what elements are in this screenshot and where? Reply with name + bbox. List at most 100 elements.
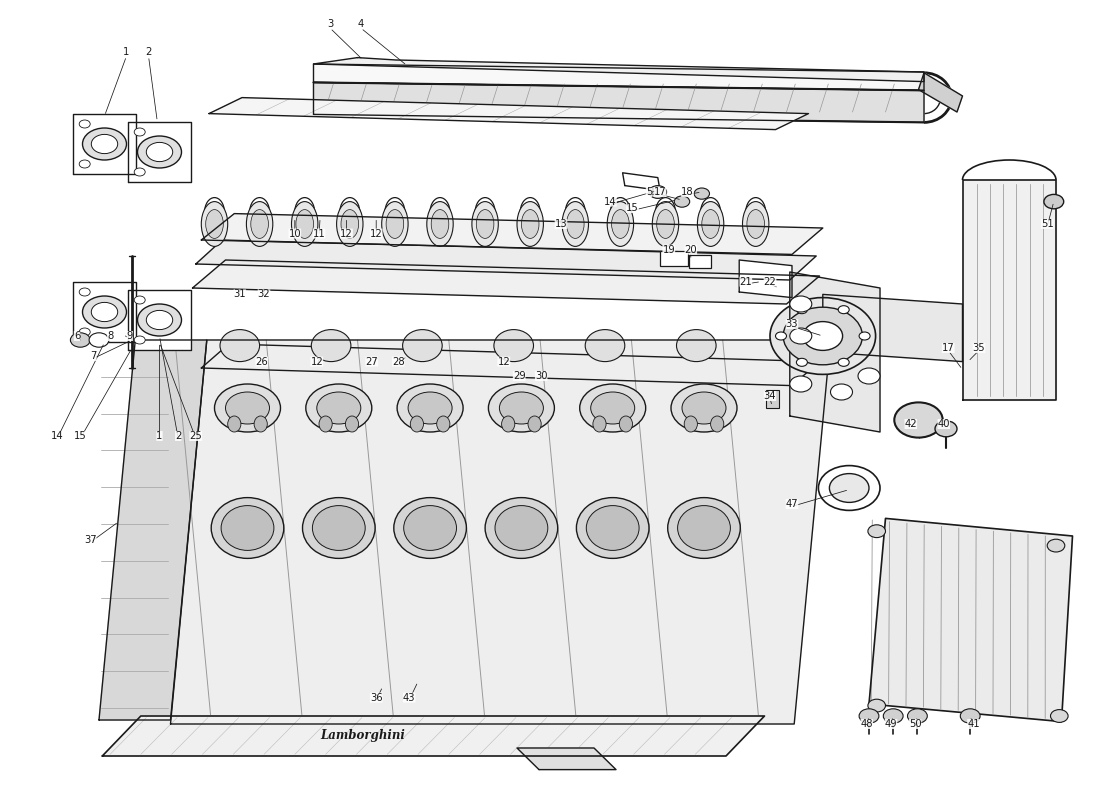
Circle shape xyxy=(1044,194,1064,209)
Polygon shape xyxy=(99,340,207,720)
Polygon shape xyxy=(790,272,880,432)
Text: 13: 13 xyxy=(554,219,568,229)
Circle shape xyxy=(796,358,807,366)
Text: 35: 35 xyxy=(972,343,986,353)
Circle shape xyxy=(134,128,145,136)
Text: 37: 37 xyxy=(84,535,97,545)
Ellipse shape xyxy=(668,498,740,558)
Polygon shape xyxy=(869,518,1072,722)
Ellipse shape xyxy=(221,506,274,550)
Polygon shape xyxy=(623,173,660,190)
Text: 12: 12 xyxy=(340,229,353,238)
Text: 1: 1 xyxy=(156,431,163,441)
Ellipse shape xyxy=(211,498,284,558)
Text: 4: 4 xyxy=(358,19,364,29)
Text: 34: 34 xyxy=(763,391,777,401)
Circle shape xyxy=(790,328,812,344)
Polygon shape xyxy=(170,340,830,724)
Text: 20: 20 xyxy=(684,245,697,254)
Circle shape xyxy=(830,384,852,400)
Circle shape xyxy=(134,168,145,176)
Text: 2: 2 xyxy=(175,431,182,441)
Circle shape xyxy=(79,328,90,336)
Ellipse shape xyxy=(702,210,719,238)
Text: 14: 14 xyxy=(51,431,64,441)
Text: 12: 12 xyxy=(310,357,323,366)
Ellipse shape xyxy=(319,416,332,432)
Ellipse shape xyxy=(410,416,424,432)
Ellipse shape xyxy=(382,202,408,246)
Ellipse shape xyxy=(408,392,452,424)
Text: eurospares: eurospares xyxy=(144,329,340,391)
Ellipse shape xyxy=(311,330,351,362)
Circle shape xyxy=(146,142,173,162)
Text: Lamborghini: Lamborghini xyxy=(320,730,406,742)
Ellipse shape xyxy=(404,506,456,550)
Text: 36: 36 xyxy=(370,693,383,702)
Ellipse shape xyxy=(580,384,646,432)
Text: 50: 50 xyxy=(909,719,922,729)
Polygon shape xyxy=(962,180,1056,400)
Text: 41: 41 xyxy=(967,719,980,729)
Ellipse shape xyxy=(528,416,541,432)
Polygon shape xyxy=(128,122,191,182)
Polygon shape xyxy=(196,240,816,280)
Text: 32: 32 xyxy=(257,290,271,299)
Text: 7: 7 xyxy=(90,351,97,361)
Ellipse shape xyxy=(254,416,267,432)
Polygon shape xyxy=(73,114,136,174)
Circle shape xyxy=(770,298,876,374)
Circle shape xyxy=(868,699,886,712)
Ellipse shape xyxy=(394,498,466,558)
Ellipse shape xyxy=(214,384,280,432)
Circle shape xyxy=(935,421,957,437)
Text: 9: 9 xyxy=(126,331,133,341)
Text: 12: 12 xyxy=(370,229,383,238)
Ellipse shape xyxy=(206,210,223,238)
Circle shape xyxy=(960,709,980,723)
Text: 51: 51 xyxy=(1041,219,1054,229)
Ellipse shape xyxy=(676,330,716,362)
Ellipse shape xyxy=(517,202,543,246)
Ellipse shape xyxy=(607,202,634,246)
Circle shape xyxy=(894,402,943,438)
Circle shape xyxy=(776,332,786,340)
Ellipse shape xyxy=(585,330,625,362)
Text: 15: 15 xyxy=(626,203,639,213)
Circle shape xyxy=(1050,710,1068,722)
Polygon shape xyxy=(517,748,616,770)
Ellipse shape xyxy=(593,416,606,432)
Polygon shape xyxy=(201,214,823,254)
Circle shape xyxy=(838,306,849,314)
Ellipse shape xyxy=(292,202,318,246)
Circle shape xyxy=(1047,539,1065,552)
Ellipse shape xyxy=(502,416,515,432)
Ellipse shape xyxy=(246,202,273,246)
Ellipse shape xyxy=(403,330,442,362)
Circle shape xyxy=(908,709,927,723)
Ellipse shape xyxy=(312,506,365,550)
Polygon shape xyxy=(918,73,962,112)
Circle shape xyxy=(838,358,849,366)
Circle shape xyxy=(138,136,182,168)
Text: 10: 10 xyxy=(288,229,301,238)
Circle shape xyxy=(91,134,118,154)
Circle shape xyxy=(134,336,145,344)
Circle shape xyxy=(91,302,118,322)
Circle shape xyxy=(783,307,862,365)
Circle shape xyxy=(82,296,126,328)
Text: 28: 28 xyxy=(392,357,405,366)
Polygon shape xyxy=(102,716,764,756)
Ellipse shape xyxy=(302,498,375,558)
Bar xyxy=(766,390,779,408)
Text: 15: 15 xyxy=(74,431,87,441)
Circle shape xyxy=(82,128,126,160)
Text: 8: 8 xyxy=(107,331,113,341)
Bar xyxy=(660,251,688,266)
Text: 42: 42 xyxy=(904,419,917,429)
Circle shape xyxy=(859,709,879,723)
Circle shape xyxy=(138,304,182,336)
Ellipse shape xyxy=(341,210,359,238)
Ellipse shape xyxy=(747,210,764,238)
Ellipse shape xyxy=(397,384,463,432)
